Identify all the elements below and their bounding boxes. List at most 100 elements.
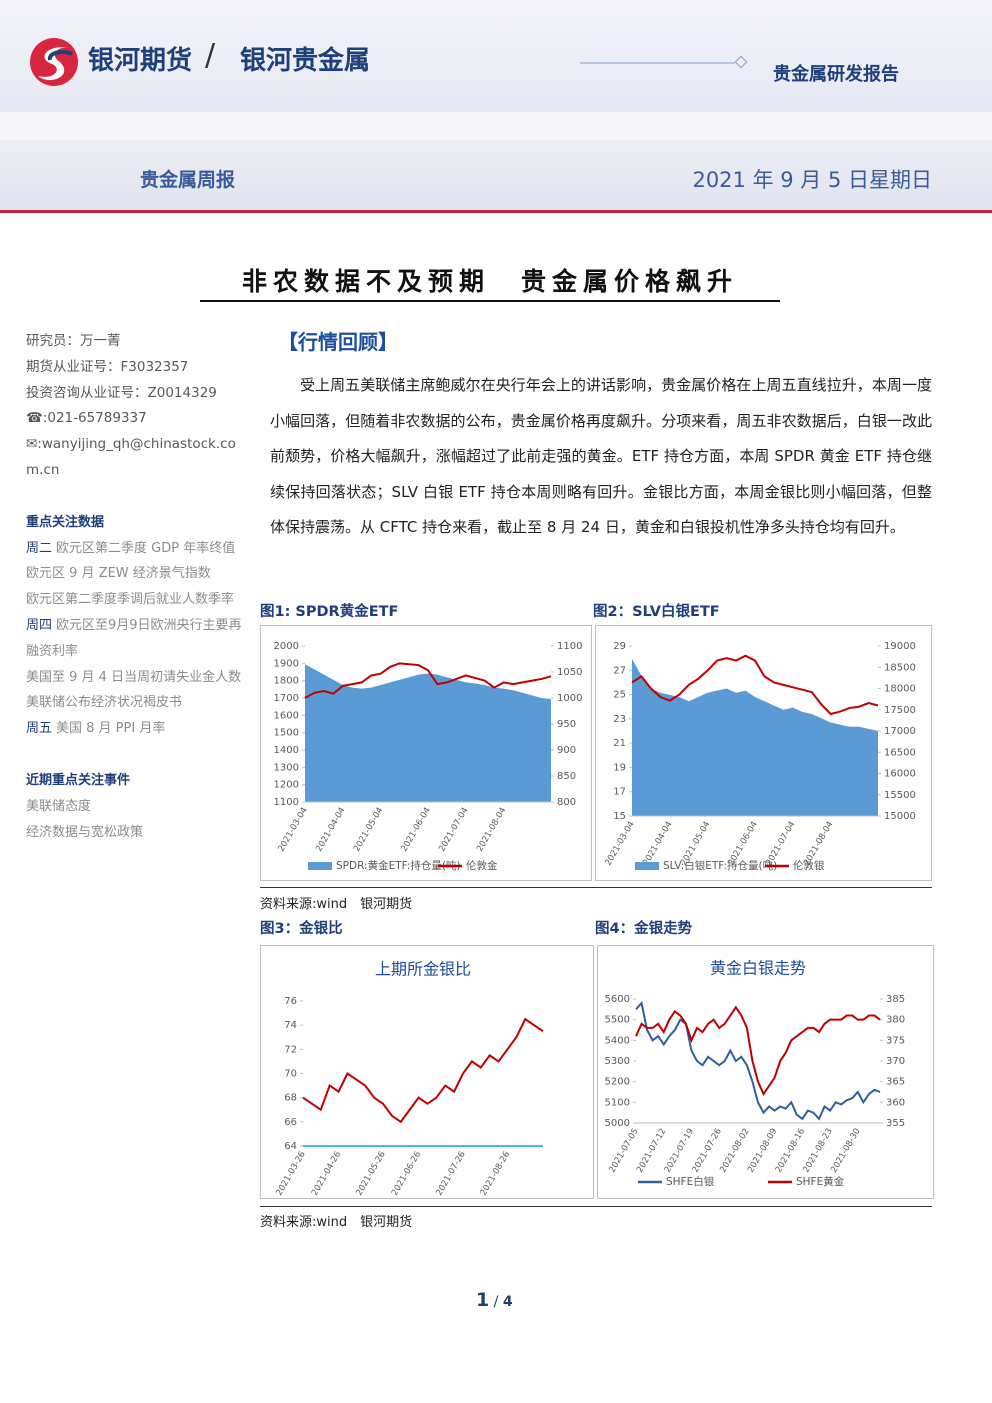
y-tick-label: 1400 [274,745,299,756]
focus-text: 欧元区 9 月 ZEW 经济景气指数 [26,566,211,582]
rule [260,887,932,888]
focus-item: 周二 欧元区第二季度 GDP 年率终值 [26,536,244,562]
x-tick-label: 2021-08-26 [479,1150,512,1198]
y-tick-label: 1300 [274,762,299,773]
focus-text: 美联储公布经济状况褐皮书 [26,695,183,711]
y-tick-label: 25 [613,690,626,701]
chart-title: 上期所金银比 [375,960,471,979]
y-tick-label: 70 [284,1069,297,1080]
y-tick-label: 1100 [274,797,299,808]
chart: 黄金白银走势 5000 5100 5200 5300 5400 5500 5600 355 360… [597,945,934,1199]
legend-label: 伦敦银 [793,859,825,872]
x-tick-label: 2021-07-26 [434,1150,467,1198]
y2-tick-label: 380 [886,1015,905,1026]
y2-tick-label: 18000 [884,684,916,695]
x-tick-label: 2021-06-04 [399,806,432,854]
y2-tick-label: 16000 [884,769,916,780]
figure-label: 图1: SPDR黄金ETF [260,604,399,620]
legend-swatch [635,862,659,870]
sub-brand: 银河贵金属 [240,46,371,76]
x-tick-label: 2021-04-04 [314,806,347,854]
paragraph: 受上周五美联储主席鲍威尔在央行年会上的讲话影响，贵金属价格在上周五直线拉升，本周… [270,376,932,536]
brand-divider: / [205,38,216,73]
line [304,662,552,699]
y-tick-label: 72 [284,1044,297,1055]
y2-tick-label: 800 [557,797,576,808]
chart: 1100 1200 1300 1400 1500 1600 1700 1800 1900 2000… [260,625,592,881]
y-tick-label: 1600 [274,710,299,721]
y2-tick-label: 360 [886,1097,905,1108]
chart-title: 黄金白银走势 [710,959,806,978]
event-item: 经济数据与宽松政策 [26,824,144,840]
figure-label: 图2：SLV白银ETF [593,604,720,620]
focus-item: 周五 美国 8 月 PPI 月率 [26,716,244,742]
y-tick-label: 29 [613,641,626,652]
focus-day: 周四 [26,617,53,633]
y-tick-label: 76 [284,996,297,1007]
x-tick-label: 2021-06-26 [390,1150,423,1198]
subheader-band [0,140,992,213]
y-tick-label: 68 [284,1093,297,1104]
report-type: 贵金属研发报告 [773,64,899,85]
section-heading: 【行情回顾】 [278,330,398,354]
y2-tick-label: 17000 [884,726,916,737]
y-tick-label: 74 [284,1020,297,1031]
y-tick-label: 66 [284,1117,297,1128]
y-tick-label: 5000 [605,1118,630,1129]
header-ornament [580,55,748,69]
researcher-line: ☎:021-65789337 [26,410,147,427]
y2-tick-label: 365 [886,1077,905,1088]
y2-tick-label: 370 [886,1056,905,1067]
header-gap [0,112,992,140]
focus-text: 欧元区至9月9日欧洲央行主要再融资利率 [26,617,242,659]
x-tick-label: 2021-03-26 [274,1150,307,1198]
y-tick-label: 15 [613,811,626,822]
y-tick-label: 5500 [605,1015,630,1026]
researcher-line: 投资咨询从业证号：Z0014329 [26,384,217,401]
figure-label: 图3：金银比 [260,921,343,937]
y-tick-label: 1800 [274,676,299,687]
focus-item: 美联储公布经济状况褐皮书 [26,690,244,716]
logo [30,38,78,86]
y2-tick-label: 355 [886,1118,905,1129]
legend-label: SLV:白银ETF:持仓量(吨) [663,859,777,872]
y2-tick-label: 375 [886,1035,905,1046]
focus-text: 美国 8 月 PPI 月率 [56,721,166,737]
report-name: 贵金属周报 [140,169,236,191]
area [632,658,878,816]
report-date: 2021 年 9 月 5 日星期日 [692,168,932,192]
y-tick-label: 17 [613,787,626,798]
y2-tick-label: 19000 [884,641,916,652]
area [305,664,551,802]
focus-day: 周五 [26,721,53,737]
researcher-line: 期货从业证号：F3032357 [26,358,189,375]
x-tick-label: 2021-03-04 [603,820,636,868]
x-tick-label: 2021-08-30 [829,1127,862,1175]
report-title: 非农数据不及预期 贵金属价格飙升 [200,262,780,302]
y2-tick-label: 950 [557,719,576,730]
figure-label: 图4：金银走势 [595,921,693,937]
y-tick-label: 5100 [605,1097,630,1108]
focus-text: 欧元区第二季度季调后就业人数季率 [26,592,235,608]
y-tick-label: 19 [613,762,626,773]
line [635,1000,881,1121]
y-tick-label: 1500 [274,728,299,739]
y2-tick-label: 1100 [557,641,582,652]
focus-day: 周二 [26,540,53,556]
sidebar: 研究员：万一菁 期货从业证号：F3032357 投资咨询从业证号：Z0014329 ☎… [26,329,244,845]
legend-label: SPDR:黄金ETF:持仓量(吨) [336,859,461,872]
y2-tick-label: 17500 [884,705,916,716]
y2-tick-label: 900 [557,745,576,756]
x-tick-label: 2021-05-04 [352,806,385,854]
y2-tick-label: 1000 [557,693,582,704]
focus-item: 欧元区第二季度季调后就业人数季率 [26,587,244,613]
y-tick-label: 21 [613,738,626,749]
line [635,1005,881,1097]
line [302,1017,544,1124]
y-tick-label: 1200 [274,780,299,791]
y2-tick-label: 385 [886,994,905,1005]
y2-tick-label: 18500 [884,662,916,673]
legend-swatch [308,862,332,870]
y-tick-label: 23 [613,714,626,725]
focus-item: 美国至 9 月 4 日当周初请失业金人数 [26,665,244,691]
